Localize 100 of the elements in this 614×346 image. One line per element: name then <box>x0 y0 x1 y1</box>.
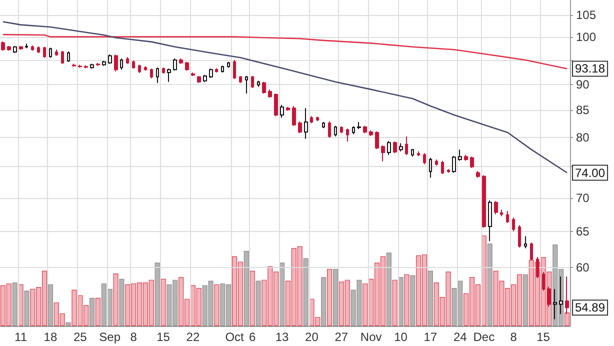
candlestick <box>167 68 171 82</box>
bar <box>214 284 220 326</box>
y-tick-label: 80 <box>576 130 590 145</box>
candlestick <box>363 125 367 134</box>
candlestick <box>435 159 438 166</box>
candlestick <box>114 54 118 72</box>
candlestick <box>233 59 236 80</box>
x-tick-label: 18 <box>44 330 58 344</box>
candlestick <box>132 60 135 70</box>
candlestick <box>90 63 94 70</box>
y-tick-label: 105 <box>576 8 596 22</box>
candlestick <box>286 106 290 112</box>
x-tick-label: 8 <box>510 330 518 344</box>
candlestick <box>530 242 533 260</box>
candlestick <box>84 64 88 69</box>
bar <box>244 250 249 326</box>
candlestick <box>162 67 165 74</box>
candlestick <box>441 160 444 174</box>
bar <box>95 298 100 326</box>
candlestick <box>387 140 391 156</box>
candlestick <box>328 120 331 138</box>
bar <box>303 258 308 326</box>
candlestick <box>470 156 474 168</box>
candlestick <box>399 142 403 152</box>
candlestick <box>43 46 46 58</box>
y-tick-label: 65 <box>576 224 590 238</box>
x-tick-label: Dec <box>473 330 495 344</box>
bar <box>154 262 160 326</box>
candlestick <box>274 93 278 117</box>
candlestick <box>411 148 414 158</box>
candlestick <box>542 271 545 292</box>
candlestick <box>334 125 337 137</box>
bar <box>410 275 416 326</box>
candlestick <box>405 136 408 156</box>
x-tick-label: 20 <box>305 330 319 344</box>
x-tick-label: 24 <box>453 330 468 344</box>
candlestick <box>280 104 284 118</box>
candlestick <box>452 155 456 174</box>
candlestick <box>375 130 379 150</box>
candlestick <box>150 68 153 79</box>
candlestick <box>524 236 527 249</box>
candlestick <box>239 75 242 84</box>
candlestick <box>25 43 28 49</box>
bar <box>250 270 255 326</box>
candlestick <box>494 200 498 215</box>
candlestick <box>268 88 272 98</box>
bar <box>332 268 338 326</box>
bar <box>256 280 261 326</box>
candlestick <box>417 150 420 156</box>
x-tick-label: Nov <box>360 330 382 344</box>
x-tick-label: Sep <box>99 330 121 344</box>
candlestick <box>215 68 218 74</box>
x-tick-label: 11 <box>14 330 28 344</box>
candlestick <box>429 157 432 178</box>
bar <box>321 277 326 326</box>
annotation: 54.89 <box>575 300 606 315</box>
candlestick <box>304 108 308 140</box>
x-tick-label: 8 <box>130 330 138 344</box>
line-series <box>2 34 568 70</box>
x-tick-label: 6 <box>249 330 256 344</box>
candlestick <box>518 224 521 248</box>
candlestick <box>316 116 319 122</box>
bar <box>386 252 392 326</box>
candlestick <box>55 49 58 56</box>
bar <box>160 278 166 326</box>
candlestick <box>185 61 189 72</box>
candlestick <box>298 120 302 134</box>
x-tick-label: Oct <box>225 330 245 344</box>
bar <box>12 282 18 326</box>
candlestick <box>340 126 343 134</box>
bar <box>392 280 398 326</box>
candlestick <box>61 50 64 64</box>
x-tick-label: 27 <box>334 330 348 344</box>
bar <box>487 244 492 326</box>
candlestick <box>120 58 123 70</box>
y-tick-label: 100 <box>576 30 596 44</box>
candlestick <box>500 209 503 217</box>
bar <box>113 273 118 326</box>
y-tick-label: 60 <box>576 260 590 274</box>
candlestick <box>346 128 349 142</box>
candlestick <box>322 122 325 129</box>
x-tick-label: 15 <box>156 330 170 344</box>
bar <box>90 298 95 326</box>
x-tick-label: 15 <box>536 330 550 344</box>
candlestick <box>209 68 213 78</box>
candlestick <box>72 63 76 68</box>
candlestick <box>221 65 224 74</box>
candlestick <box>49 47 52 58</box>
bar <box>428 270 433 326</box>
line-series <box>2 21 568 174</box>
candlestick <box>126 56 129 64</box>
bar <box>66 322 71 326</box>
bar <box>522 274 528 326</box>
bar <box>119 278 124 326</box>
candlestick <box>251 75 254 88</box>
candlestick <box>227 61 230 68</box>
candlestick <box>381 145 385 162</box>
candlestick <box>476 170 480 178</box>
candlestick <box>357 122 361 130</box>
bar <box>564 312 570 326</box>
